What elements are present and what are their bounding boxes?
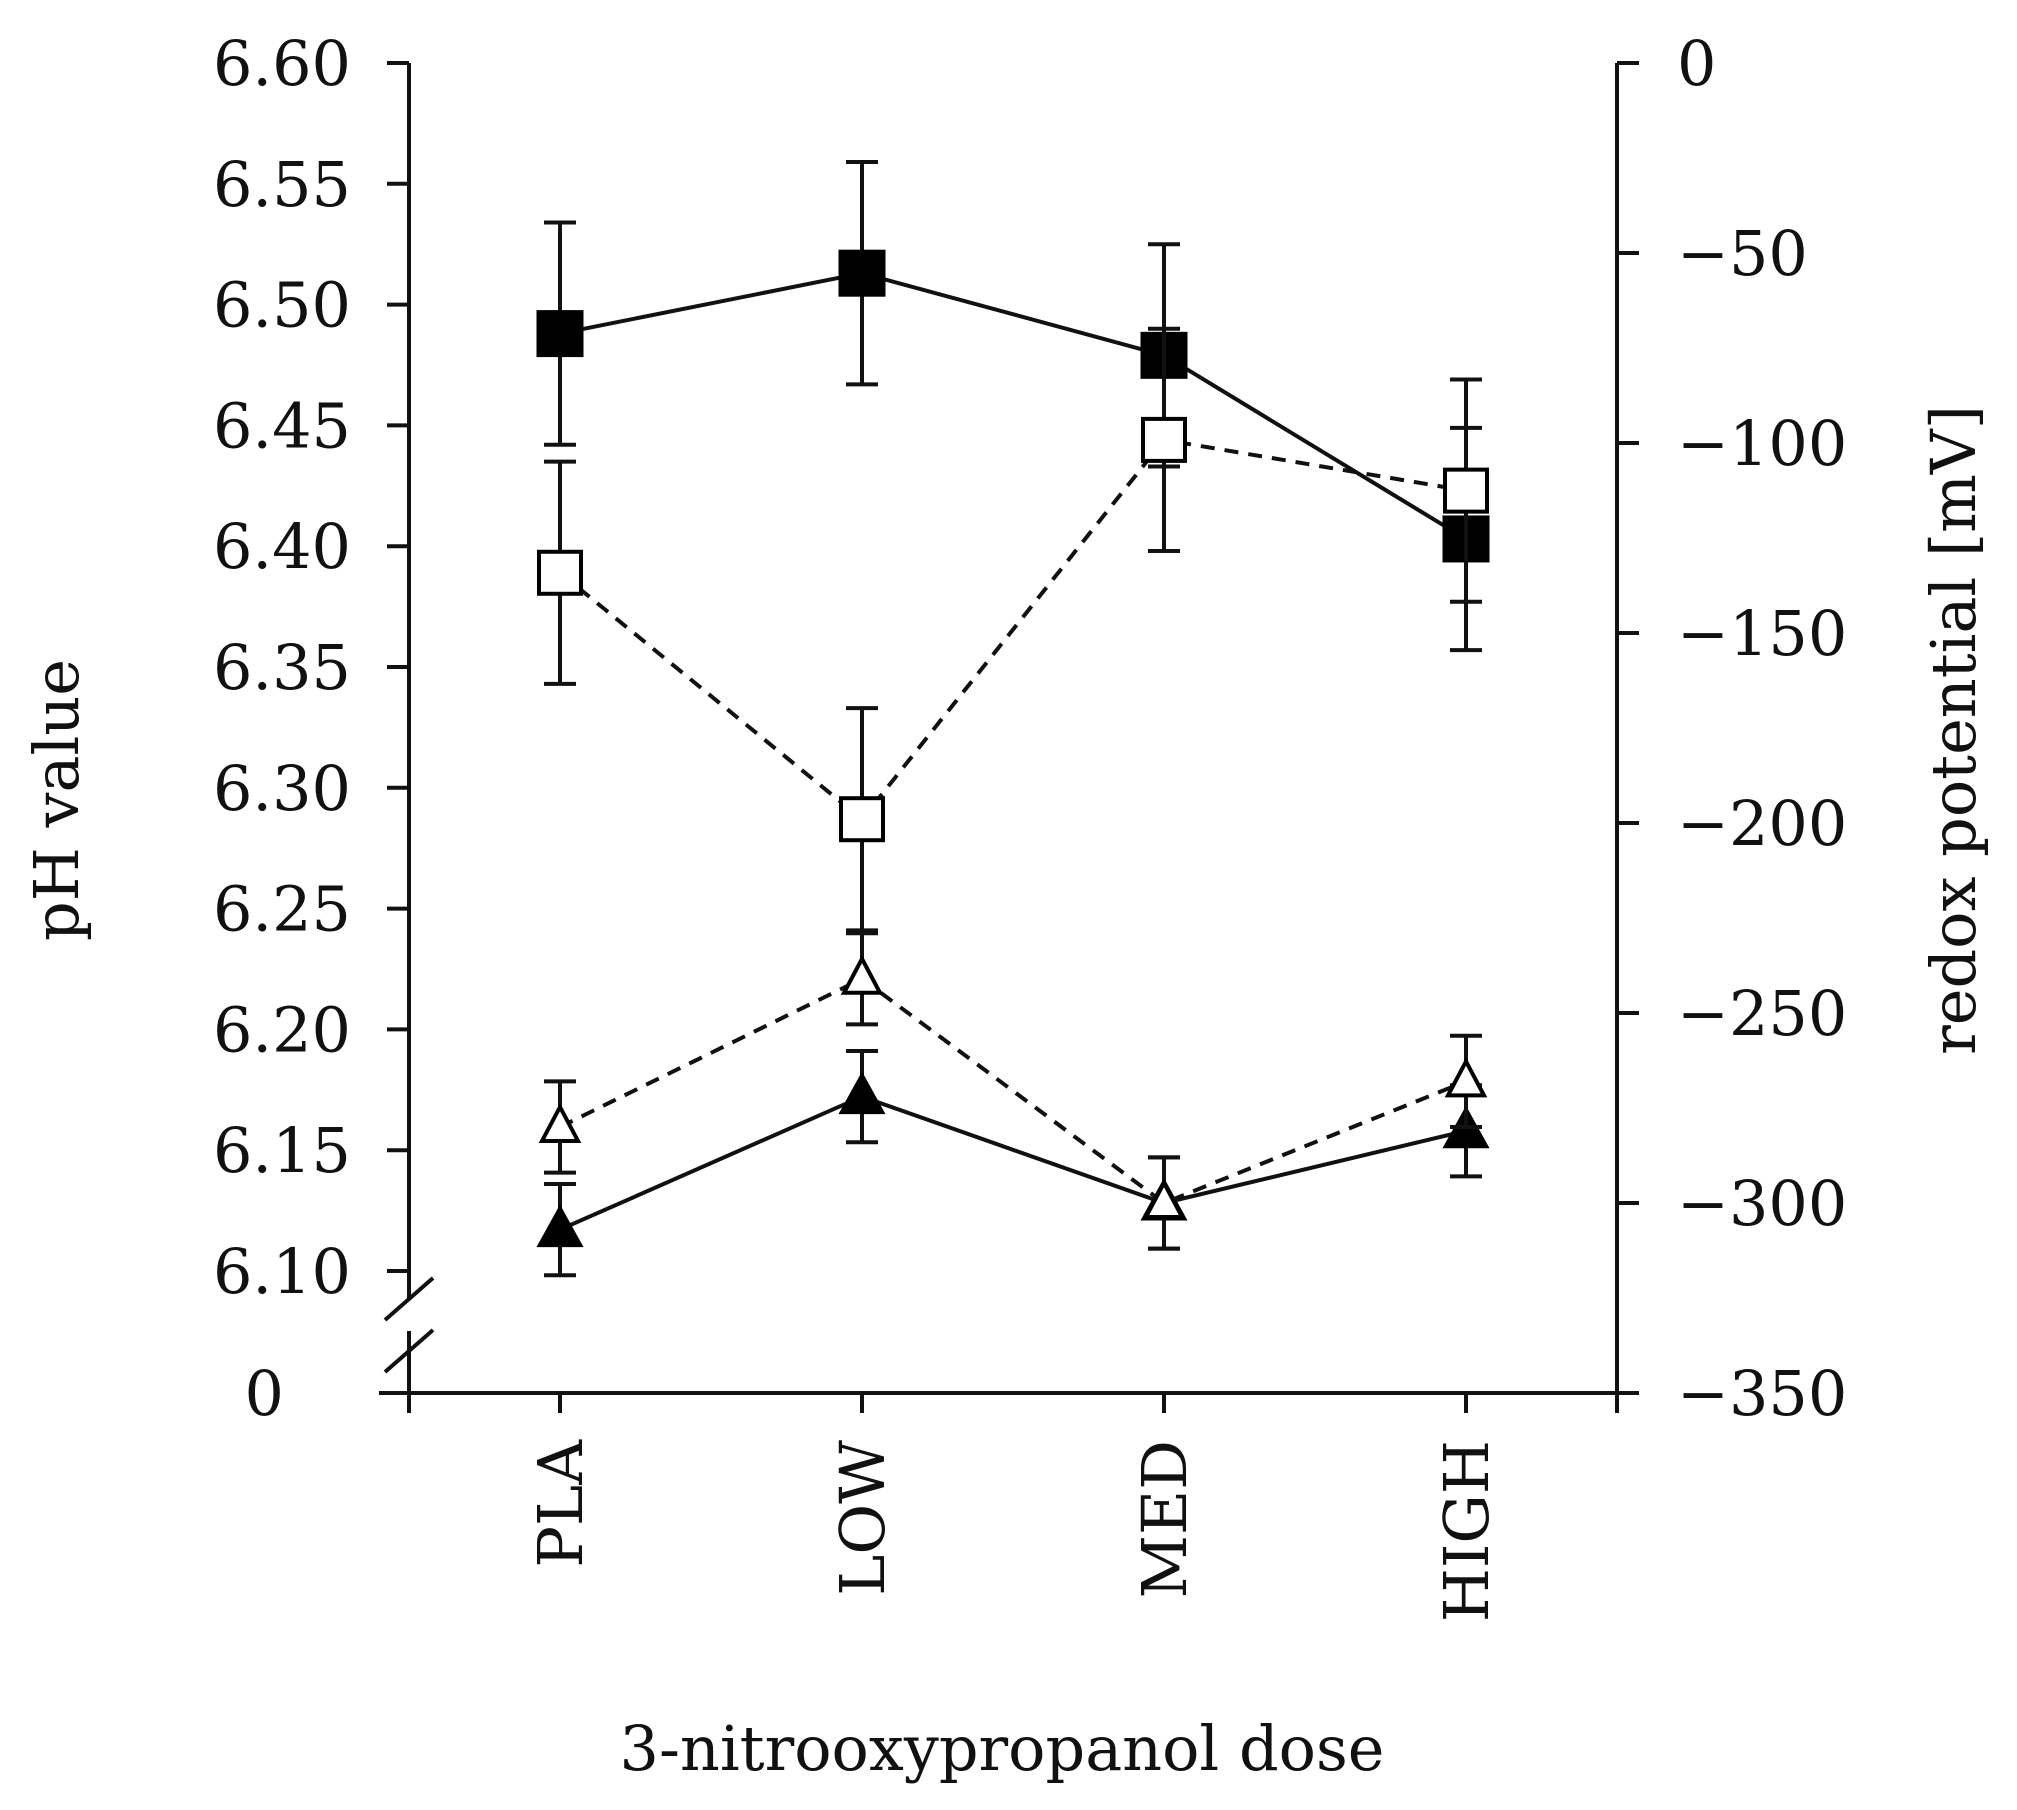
axis-break-mark-top [383, 1276, 435, 1322]
data-point-open-triangle [538, 1102, 582, 1143]
right-tick-label: 0 [1677, 27, 1716, 100]
series-group [536, 160, 1490, 653]
data-point-filled-square [536, 310, 584, 358]
series-group [537, 326, 1489, 933]
right-tick-label: −250 [1677, 977, 1847, 1050]
left-tick-label: 6.30 [213, 752, 351, 825]
data-point-open-square [1443, 467, 1489, 514]
left-tick-label: 6.20 [213, 993, 351, 1066]
left-tick-label: 6.50 [213, 269, 351, 342]
left-tick-label: 6.60 [213, 27, 351, 100]
series-group [536, 1049, 1490, 1278]
data-point-open-square [537, 549, 583, 596]
data-point-open-triangle [840, 954, 884, 995]
x-category-label: MED [1128, 1440, 1201, 1598]
left-tick-label: 6.25 [213, 873, 351, 946]
right-tick-label: −350 [1677, 1357, 1847, 1430]
right-tick-label: −300 [1677, 1167, 1847, 1240]
axis-break-mark-bottom [383, 1328, 435, 1374]
data-point-open-triangle [1142, 1178, 1186, 1219]
series-line [558, 437, 1467, 823]
x-category-label: LOW [826, 1440, 899, 1596]
data-point-filled-square [838, 249, 886, 297]
right-tick-label: −100 [1677, 407, 1847, 480]
data-point-open-triangle [1444, 1057, 1488, 1098]
x-axis-title: 3-nitrooxypropanol dose [620, 1712, 1385, 1785]
left-axis-title: pH value [20, 659, 93, 941]
left-tick-label: 6.35 [213, 631, 351, 704]
left-tick-label: 6.55 [213, 148, 351, 221]
series-line [559, 1094, 1467, 1232]
series-line [559, 271, 1468, 541]
x-category-label: HIGH [1430, 1440, 1503, 1622]
data-point-filled-triangle [838, 1071, 886, 1115]
x-category-label: PLA [524, 1439, 597, 1568]
data-point-open-square [1141, 416, 1187, 463]
right-tick-label: −150 [1677, 597, 1847, 670]
right-tick-label: −200 [1677, 787, 1847, 860]
left-tick-label: 6.40 [213, 510, 351, 583]
data-point-open-square [839, 796, 885, 843]
left-tick-label: 6.45 [213, 389, 351, 462]
data-point-filled-triangle [536, 1204, 584, 1248]
series-group [538, 931, 1488, 1251]
right-tick-label: −50 [1677, 217, 1808, 290]
left-tick-label: 6.15 [213, 1114, 351, 1187]
left-tick-label-zero: 0 [245, 1357, 284, 1430]
series-line [559, 976, 1467, 1206]
right-axis-title: redox potential [mV] [1917, 405, 1990, 1055]
left-tick-label: 6.10 [213, 1235, 351, 1308]
